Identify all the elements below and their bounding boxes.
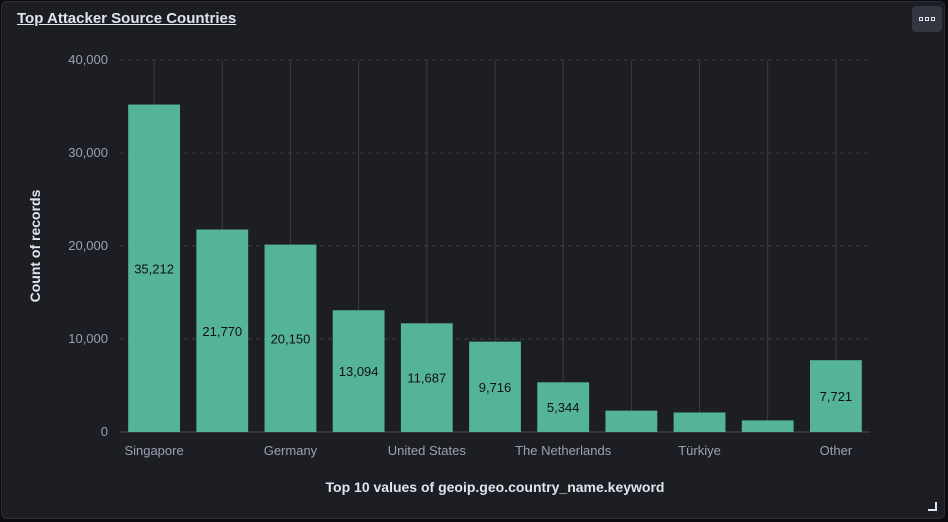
bar-value-label: 7,721: [820, 389, 853, 404]
bar-value-label: 13,094: [339, 364, 379, 379]
bar-value-label: 35,212: [134, 261, 174, 276]
y-tick-label: 20,000: [68, 238, 108, 253]
x-tick-label: Singapore: [124, 443, 183, 458]
bar[interactable]: [537, 382, 590, 432]
y-tick-label: 40,000: [68, 52, 108, 67]
bar-value-label: 9,716: [479, 380, 512, 395]
bar-value-label: 21,770: [202, 324, 242, 339]
bar[interactable]: [469, 341, 521, 432]
resize-handle-icon[interactable]: [928, 502, 937, 511]
y-tick-label: 30,000: [68, 145, 108, 160]
x-tick-label: The Netherlands: [515, 443, 612, 458]
x-tick-label: United States: [388, 443, 467, 458]
bar[interactable]: [673, 412, 726, 432]
options-icon[interactable]: [912, 6, 942, 32]
x-tick-label: Germany: [264, 443, 318, 458]
bar-value-label: 11,687: [407, 371, 446, 386]
bar[interactable]: [332, 310, 385, 432]
bar[interactable]: [810, 360, 862, 432]
y-tick-label: 10,000: [68, 331, 108, 346]
x-axis-ticks: Singapore Germany United States The Netherl…: [124, 443, 852, 458]
bar[interactable]: [264, 244, 317, 432]
y-tick-label: 0: [101, 424, 108, 439]
y-axis-title: Count of records: [27, 189, 43, 302]
bar[interactable]: [400, 323, 453, 432]
x-tick-label: Other: [820, 443, 853, 458]
x-tick-label: Türkiye: [678, 443, 721, 458]
bar[interactable]: [741, 420, 794, 432]
bar-value-label: 5,344: [547, 400, 580, 415]
bar[interactable]: [196, 229, 249, 432]
panel-title[interactable]: Top Attacker Source Countries: [17, 10, 237, 27]
y-axis-ticks: 0 10,000 20,000 30,000 40,000: [68, 52, 108, 439]
bar[interactable]: [128, 104, 180, 433]
bar-value-label: 20,150: [271, 331, 311, 346]
x-axis-title: Top 10 values of geoip.geo.country_name.…: [326, 479, 665, 495]
bars: 35,212 21,770 20,150 13,094 11,687 9,716 5,344…: [128, 104, 862, 433]
bar[interactable]: [605, 410, 658, 432]
